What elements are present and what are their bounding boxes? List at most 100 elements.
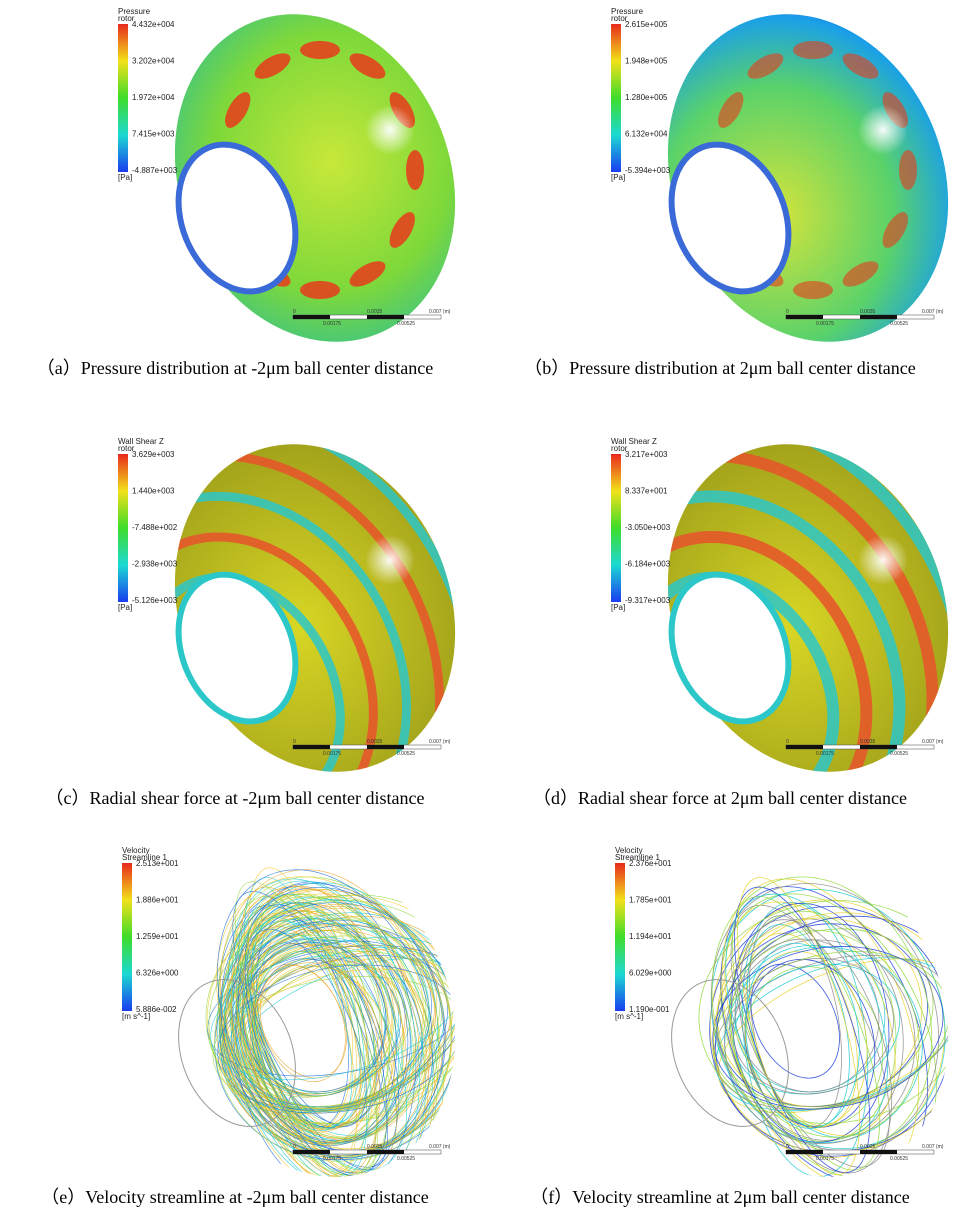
color-bar — [611, 454, 621, 602]
scale-label: 0.00175 — [323, 751, 341, 757]
legend-unit: [m s^-1] — [615, 1012, 643, 1021]
legend-tick: 1.280e+005 — [625, 93, 668, 102]
scale-label: 0 — [786, 739, 789, 745]
scale-seg — [293, 315, 330, 319]
legend-unit: [m s^-1] — [122, 1012, 150, 1021]
legend-tick: 1.948e+005 — [625, 57, 668, 66]
legend-tick: 2.376e+001 — [629, 859, 672, 868]
panel: Pressurerotor2.615e+0051.948e+0051.280e+… — [524, 0, 969, 378]
scale-seg — [860, 1150, 897, 1154]
legend-unit: [Pa] — [118, 603, 132, 612]
highlight — [365, 535, 415, 585]
scale-label: 0.007 (m) — [922, 1144, 944, 1150]
scale-seg — [860, 315, 897, 319]
legend-unit: [Pa] — [611, 173, 625, 182]
figure: Pressurerotor4.432e+0043.202e+0041.972e+… — [0, 0, 969, 1211]
legend-tick: -2.938e+003 — [132, 560, 178, 569]
legend-tick: 3.202e+004 — [132, 57, 175, 66]
legend-tick: 3.629e+003 — [132, 450, 175, 459]
color-bar — [122, 863, 132, 1011]
legend-tick: -4.887e+003 — [132, 166, 178, 175]
legend-tick: 4.432e+004 — [132, 20, 175, 29]
pressure-spot — [793, 41, 833, 59]
scale-label: 0.0035 — [367, 309, 383, 315]
panel: Pressurerotor4.432e+0043.202e+0041.972e+… — [37, 0, 480, 378]
legend-tick: 2.615e+005 — [625, 20, 668, 29]
scale-seg — [293, 1150, 330, 1154]
scale-label: 0.0035 — [860, 309, 876, 315]
color-bar — [118, 24, 128, 172]
legend-tick: 3.217e+003 — [625, 450, 668, 459]
legend-tick: 1.259e+001 — [136, 932, 179, 941]
scale-seg — [786, 745, 823, 749]
legend-unit: [Pa] — [611, 603, 625, 612]
scale-label: 0 — [786, 1144, 789, 1150]
pressure-spot — [899, 150, 917, 190]
streamline — [690, 887, 969, 1175]
scale-label: 0.007 (m) — [429, 739, 451, 745]
scale-label: 0.00175 — [816, 321, 834, 327]
caption: （f）Velocity streamline at 2μm ball cente… — [530, 1187, 910, 1207]
scale-label: 0.00175 — [323, 1156, 341, 1162]
legend-tick: 2.513e+001 — [136, 859, 179, 868]
scale-seg — [293, 745, 330, 749]
pressure-spot — [300, 41, 340, 59]
legend-tick: 1.886e+001 — [136, 896, 179, 905]
scale-label: 0.0035 — [860, 739, 876, 745]
scale-label: 0 — [293, 1144, 296, 1150]
scale-label: 0.007 (m) — [429, 1144, 451, 1150]
scale-label: 0.0035 — [860, 1144, 876, 1150]
pressure-spot — [406, 150, 424, 190]
highlight — [858, 105, 908, 155]
scale-seg — [367, 745, 404, 749]
scale-label: 0.00525 — [397, 321, 415, 327]
legend-tick: 1.194e+001 — [629, 932, 672, 941]
scale-label: 0.00175 — [816, 1156, 834, 1162]
legend-tick: 1.440e+003 — [132, 487, 175, 496]
legend-tick: -7.488e+002 — [132, 523, 178, 532]
streamline — [697, 927, 969, 1144]
legend-tick: 1.785e+001 — [629, 896, 672, 905]
scale-label: 0 — [293, 309, 296, 315]
highlight — [365, 105, 415, 155]
scale-label: 0.00525 — [397, 1156, 415, 1162]
scale-label: 0.007 (m) — [922, 309, 944, 315]
caption: （b）Pressure distribution at 2μm ball cen… — [524, 358, 916, 378]
scale-label: 0.0035 — [367, 739, 383, 745]
legend-unit: [Pa] — [118, 173, 132, 182]
scale-label: 0.0035 — [367, 1144, 383, 1150]
scale-seg — [860, 745, 897, 749]
color-bar — [118, 454, 128, 602]
scale-label: 0.00175 — [323, 321, 341, 327]
legend-tick: -6.184e+003 — [625, 560, 671, 569]
scale-label: 0 — [786, 309, 789, 315]
legend-tick: 8.337e+001 — [625, 487, 668, 496]
scale-seg — [786, 315, 823, 319]
scale-seg — [367, 1150, 404, 1154]
legend-tick: 6.132e+004 — [625, 130, 668, 139]
legend-tick: 1.972e+004 — [132, 93, 175, 102]
scale-seg — [786, 1150, 823, 1154]
legend-tick: -5.394e+003 — [625, 166, 671, 175]
pressure-spot — [300, 281, 340, 299]
legend-tick: -5.126e+003 — [132, 596, 178, 605]
scale-label: 0.00525 — [397, 751, 415, 757]
caption: （e）Velocity streamline at -2μm ball cent… — [41, 1187, 429, 1207]
legend-tick: 6.029e+000 — [629, 969, 672, 978]
legend-tick: -9.317e+003 — [625, 596, 671, 605]
caption: （d）Radial shear force at 2μm ball center… — [533, 788, 907, 808]
scale-label: 0.007 (m) — [429, 309, 451, 315]
caption: （c）Radial shear force at -2μm ball cente… — [46, 788, 425, 808]
highlight — [858, 535, 908, 585]
rotor-body — [174, 837, 517, 1211]
legend-tick: -3.050e+003 — [625, 523, 671, 532]
color-bar — [615, 863, 625, 1011]
scale-label: 0.00525 — [890, 1156, 908, 1162]
legend-tick: 7.415e+003 — [132, 130, 175, 139]
scale-label: 0 — [293, 739, 296, 745]
scale-label: 0.00525 — [890, 321, 908, 327]
color-bar — [611, 24, 621, 172]
caption: （a）Pressure distribution at -2μm ball ce… — [37, 358, 434, 378]
